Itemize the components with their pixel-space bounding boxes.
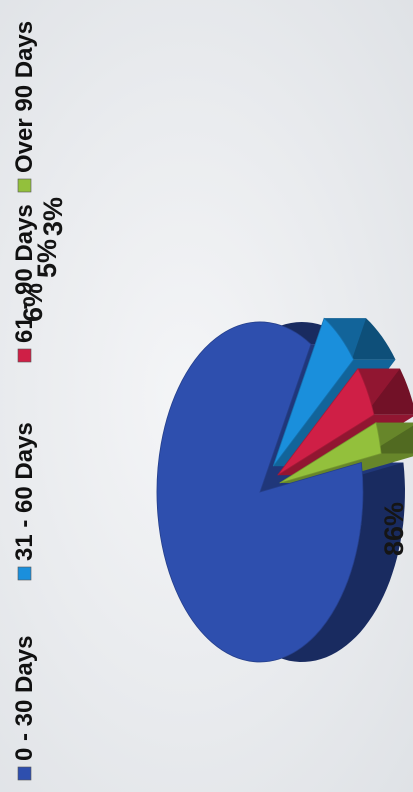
legend-label-31-60-days: 31 - 60 Days: [11, 422, 38, 561]
legend-swatch-over-90-days: [17, 178, 32, 193]
legend-label-61-90-days: 61 - 90 Days: [11, 204, 38, 343]
data-labels: 86% 6% 5%3%: [18, 197, 409, 556]
chart-legend: 0 - 30 Days 31 - 60 Days 61 - 90 Days Over …: [11, 21, 38, 781]
data-label-over-90-days: 3%: [38, 197, 68, 236]
legend-label-0-30-days: 0 - 30 Days: [11, 636, 38, 761]
legend-swatch-61-90-days: [17, 348, 32, 363]
data-label-61-90-days: 5%: [32, 239, 62, 278]
data-label-0-30-days: 86%: [379, 502, 409, 556]
pie-slices: [156, 317, 382, 663]
slice-61-90-days: [277, 367, 375, 476]
slice-31-60-days: [272, 317, 354, 467]
legend-swatch-31-60-days: [17, 566, 32, 581]
slice-over-90-days: [279, 421, 382, 484]
data-label-31-60-days: 6%: [18, 283, 48, 322]
legend-label-over-90-days: Over 90 Days: [11, 21, 38, 173]
slice-0-30-days: [156, 321, 364, 663]
legend-swatch-0-30-days: [17, 766, 32, 781]
